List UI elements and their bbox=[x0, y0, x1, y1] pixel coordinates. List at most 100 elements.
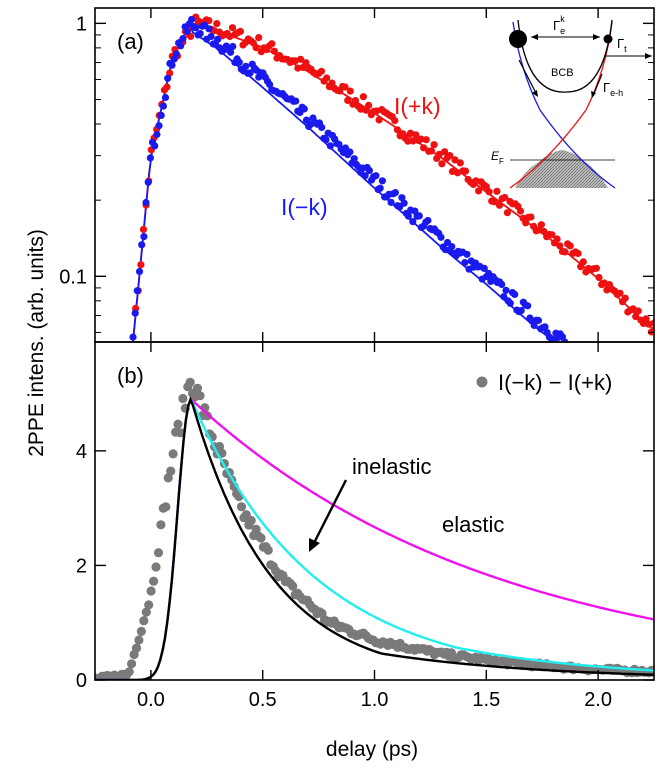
gamma-t-label: Γt bbox=[617, 36, 627, 54]
data-point bbox=[561, 338, 569, 342]
y-axis-label: 2PPE intens. (arb. units) bbox=[25, 229, 48, 457]
data-point bbox=[252, 44, 260, 52]
panel-a-ticks: 0.11 bbox=[59, 8, 654, 342]
data-point bbox=[133, 287, 141, 295]
data-point bbox=[344, 96, 352, 104]
data-point bbox=[574, 249, 582, 258]
data-point bbox=[175, 428, 185, 438]
y-tick-label: 1 bbox=[76, 13, 87, 35]
data-point bbox=[430, 141, 438, 149]
data-point bbox=[214, 35, 222, 44]
data-point bbox=[375, 116, 383, 124]
data-point bbox=[400, 199, 408, 207]
data-point bbox=[412, 131, 420, 139]
data-point bbox=[322, 136, 330, 144]
data-point bbox=[548, 231, 556, 239]
data-point bbox=[149, 576, 159, 586]
data-point bbox=[294, 64, 302, 72]
data-point bbox=[415, 212, 423, 220]
data-point bbox=[178, 393, 188, 404]
data-point bbox=[183, 27, 191, 36]
data-point bbox=[647, 328, 654, 336]
gamma-e-h-label: Γe-h bbox=[603, 80, 623, 98]
data-point bbox=[168, 449, 178, 459]
data-point bbox=[365, 167, 373, 175]
data-point bbox=[463, 250, 471, 258]
x-tick-label: 0.5 bbox=[249, 689, 277, 711]
data-point bbox=[202, 411, 212, 421]
data-point bbox=[404, 137, 412, 145]
relaxation-arrow-left bbox=[518, 59, 538, 96]
legend-marker bbox=[476, 376, 488, 388]
data-point bbox=[351, 97, 360, 105]
x-tick-label: 1.0 bbox=[361, 689, 389, 711]
data-point bbox=[164, 74, 172, 82]
data-point bbox=[173, 419, 183, 429]
data-point bbox=[292, 97, 300, 105]
data-point bbox=[137, 261, 145, 269]
data-point bbox=[166, 466, 176, 476]
data-point bbox=[159, 102, 167, 110]
data-point bbox=[251, 524, 261, 534]
data-point bbox=[501, 193, 509, 202]
data-point bbox=[437, 233, 445, 241]
relaxation-arrow-left-head bbox=[532, 90, 538, 97]
data-point bbox=[236, 502, 247, 512]
data-point bbox=[420, 144, 428, 152]
data-point bbox=[268, 40, 276, 48]
data-point bbox=[398, 194, 406, 202]
data-point bbox=[179, 35, 187, 43]
data-point bbox=[192, 24, 200, 32]
data-point bbox=[131, 309, 139, 317]
data-point bbox=[323, 74, 331, 82]
data-point bbox=[146, 154, 154, 162]
data-point bbox=[129, 333, 137, 341]
x-tick-label: 1.5 bbox=[472, 689, 500, 711]
data-point bbox=[263, 545, 273, 555]
data-point bbox=[124, 667, 134, 677]
data-point bbox=[441, 148, 449, 156]
data-point bbox=[448, 243, 456, 251]
data-point bbox=[561, 248, 569, 256]
data-point bbox=[556, 242, 564, 250]
data-point bbox=[151, 562, 161, 572]
data-point bbox=[326, 142, 334, 150]
data-point bbox=[139, 225, 148, 233]
data-point bbox=[142, 198, 150, 207]
data-point bbox=[136, 626, 146, 637]
x-axis-label: delay (ps) bbox=[326, 738, 418, 761]
panel-b-label: (b) bbox=[117, 363, 144, 388]
y-tick-label: 0.1 bbox=[59, 266, 87, 288]
data-point bbox=[376, 184, 384, 192]
data-point bbox=[172, 50, 180, 58]
data-point bbox=[579, 258, 587, 266]
data-point bbox=[144, 600, 154, 610]
electron-large-dot bbox=[509, 30, 527, 48]
data-point bbox=[153, 548, 164, 558]
data-point bbox=[461, 167, 470, 175]
data-point bbox=[524, 302, 532, 310]
data-point bbox=[192, 383, 203, 393]
data-point bbox=[503, 209, 511, 217]
data-point bbox=[365, 101, 373, 109]
data-point bbox=[417, 135, 425, 143]
data-point bbox=[317, 67, 326, 75]
data-point bbox=[387, 198, 395, 206]
data-point bbox=[424, 216, 432, 225]
band-diagram-inset: Γek Γt BCB Γe-h EF bbox=[491, 14, 652, 189]
data-point bbox=[185, 377, 195, 387]
data-point bbox=[155, 122, 163, 130]
data-point bbox=[595, 273, 603, 282]
data-point bbox=[300, 105, 308, 113]
data-point bbox=[493, 187, 501, 195]
electron-small-dot bbox=[603, 34, 613, 44]
series-label-minus-k: I(−k) bbox=[281, 194, 328, 220]
data-point bbox=[502, 286, 510, 294]
data-point bbox=[393, 126, 401, 134]
model-curve-inelastic bbox=[95, 396, 654, 680]
data-point bbox=[495, 201, 504, 209]
data-point bbox=[140, 233, 148, 241]
data-point bbox=[188, 15, 196, 24]
data-point bbox=[213, 20, 221, 28]
